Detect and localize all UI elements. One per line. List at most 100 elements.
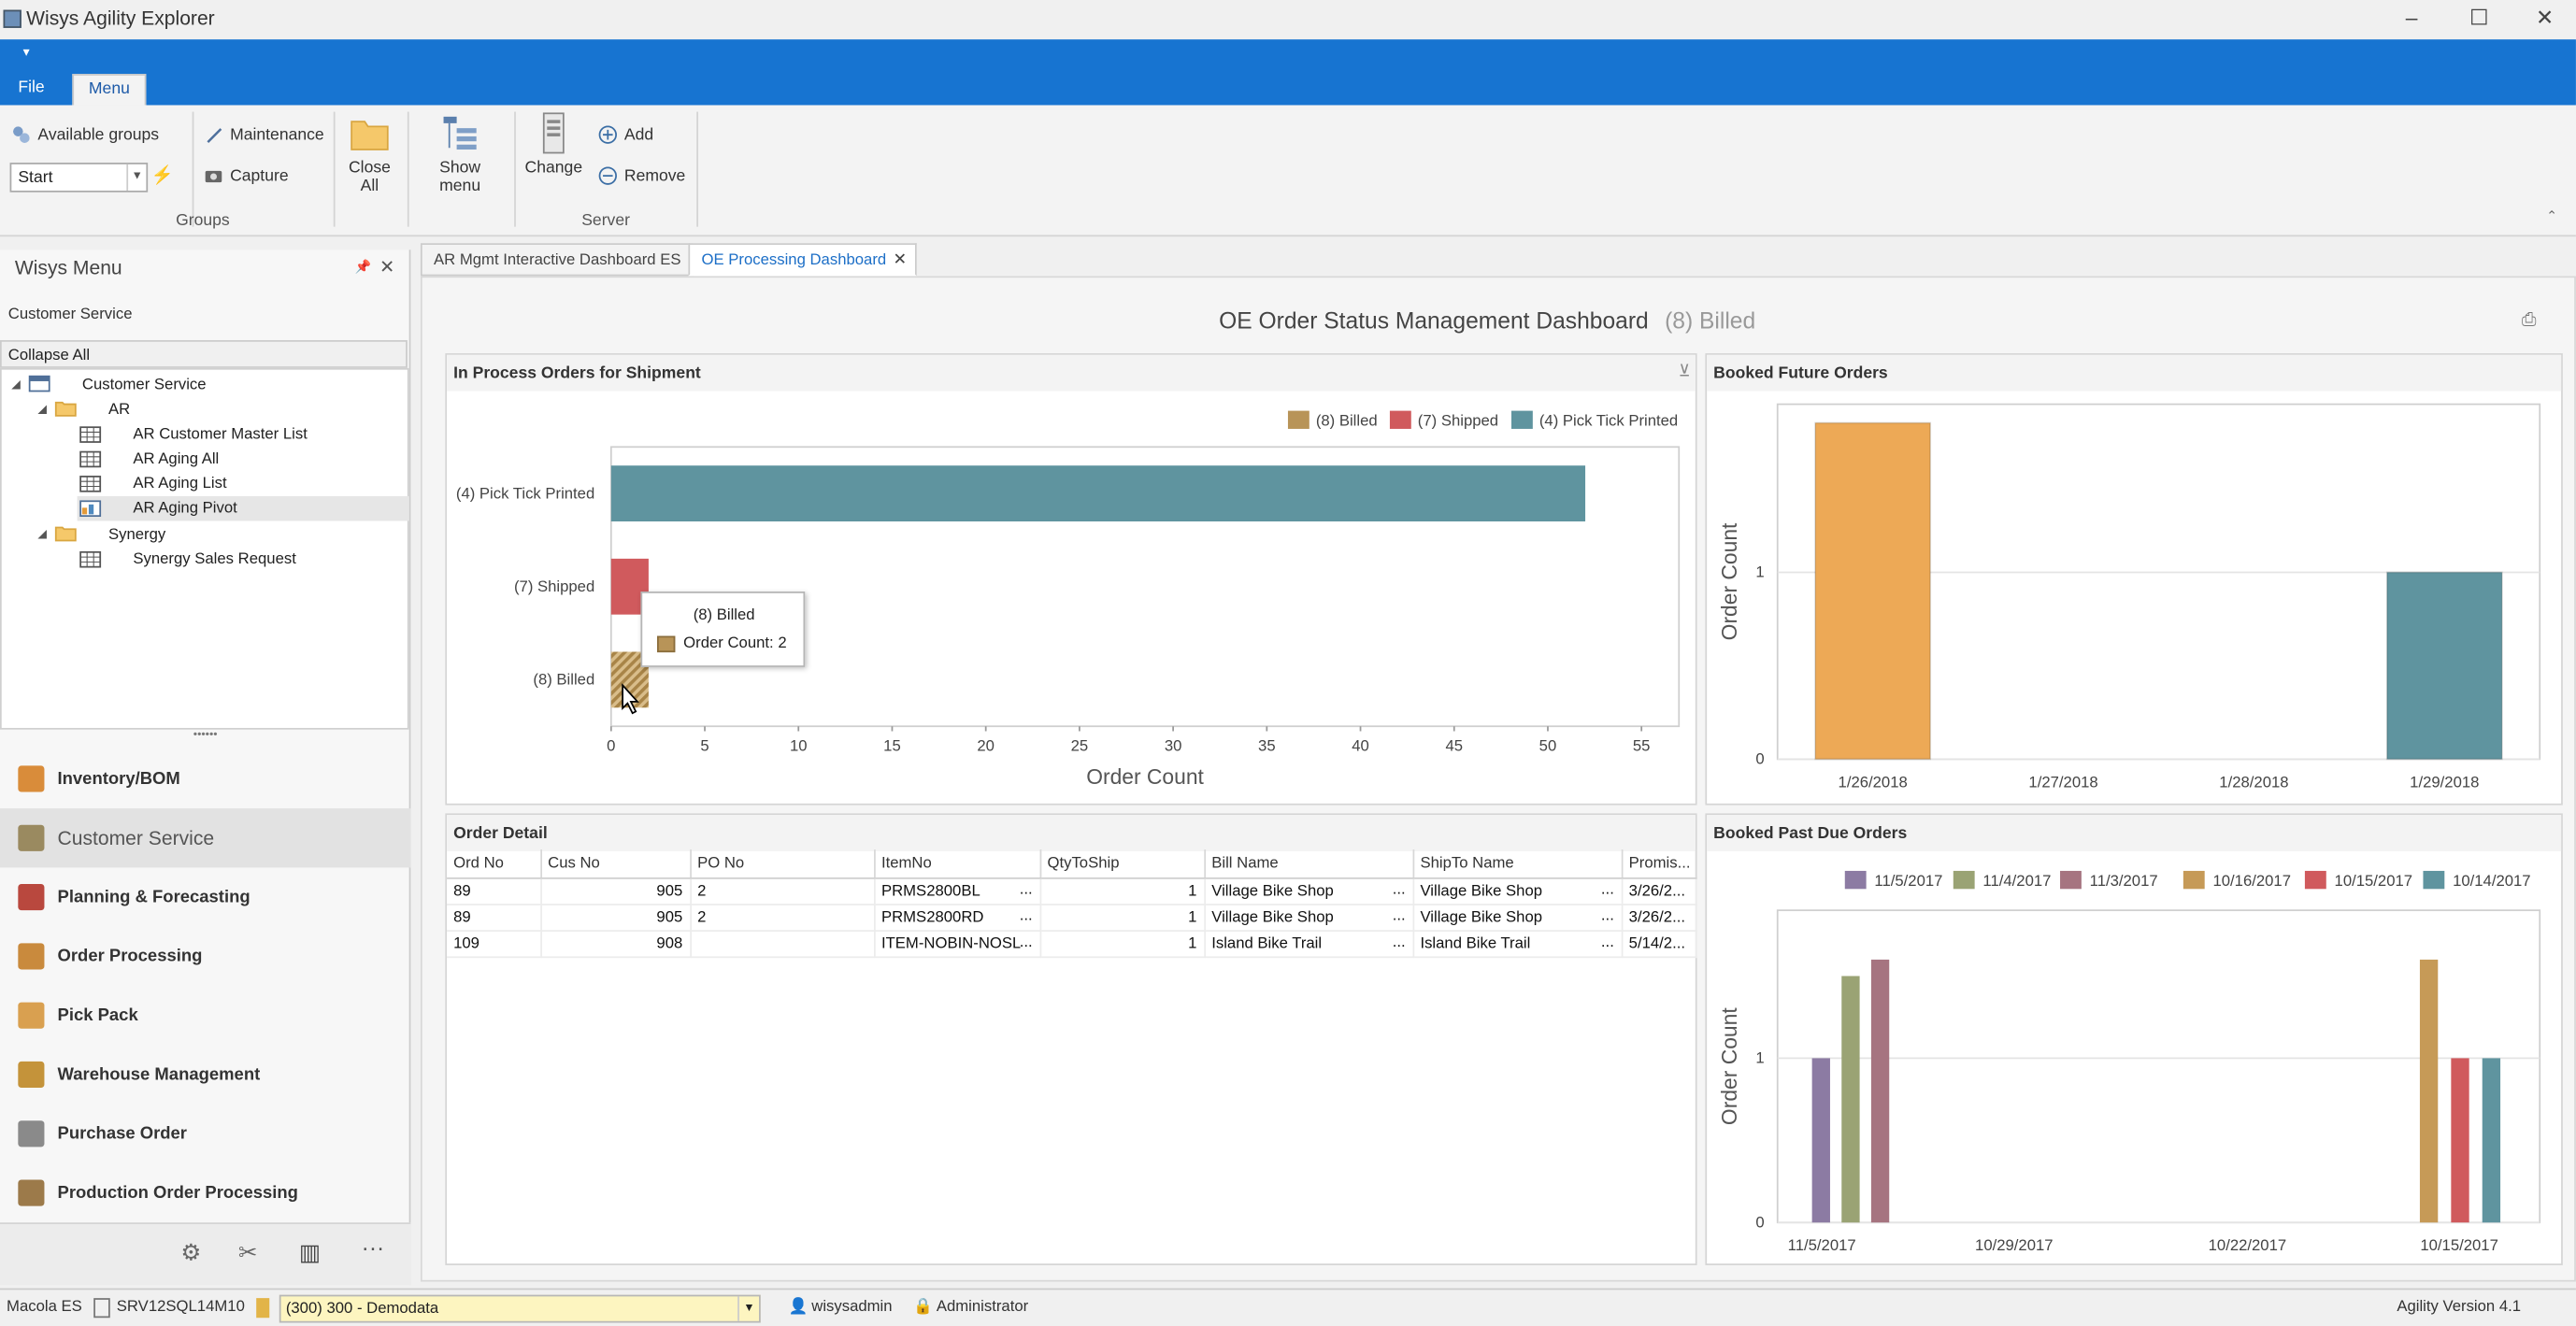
table-cell[interactable]: 905	[540, 877, 692, 905]
table-cell[interactable]: 3/26/2...	[1621, 904, 1696, 932]
maintenance-button[interactable]: Maintenance	[204, 125, 324, 145]
company-selector[interactable]: (300) 300 - Demodata ▼	[279, 1294, 761, 1323]
table-cell[interactable]: Village Bike Shop...	[1412, 877, 1623, 905]
cell-ellipsis-button[interactable]: ...	[1019, 932, 1033, 951]
chevron-down-icon[interactable]: ▼	[126, 164, 146, 191]
cell-ellipsis-button[interactable]: ...	[1019, 879, 1033, 898]
table-cell[interactable]: 109	[447, 930, 542, 958]
chevron-down-icon[interactable]: ▼	[737, 1296, 759, 1321]
table-cell[interactable]: ITEM-NOBIN-NOSL...	[874, 930, 1041, 958]
tree-item-ar-aging-list[interactable]: AR Aging List	[133, 475, 227, 493]
tools-icon[interactable]: ✂	[237, 1238, 258, 1265]
table-row[interactable]: 109 908 ITEM-NOBIN-NOSL... 1 Island Bike Tra…	[447, 930, 1696, 958]
tab-menu[interactable]: Menu	[72, 74, 147, 106]
nav-warehouse-management[interactable]: Warehouse Management	[0, 1045, 410, 1104]
cell-ellipsis-button[interactable]: ...	[1600, 879, 1614, 898]
table-cell[interactable]: PRMS2800BL...	[874, 877, 1041, 905]
cell-ellipsis-button[interactable]: ...	[1600, 932, 1614, 951]
table-cell[interactable]: PRMS2800RD...	[874, 904, 1041, 932]
change-server-button[interactable]: Change	[522, 112, 585, 178]
column-header[interactable]: ShipTo Name	[1412, 849, 1623, 878]
expander-icon[interactable]: ◢	[37, 529, 47, 541]
nav-customer-service[interactable]: Customer Service	[0, 808, 411, 868]
gear-icon[interactable]: ⚙	[180, 1238, 202, 1265]
table-cell[interactable]: 1	[1039, 930, 1206, 958]
expander-icon[interactable]: ◢	[37, 404, 47, 416]
tab-oe-processing-dashboard[interactable]: OE Processing Dashboard ✕	[688, 243, 917, 277]
table-row[interactable]: 89 905 2 PRMS2800BL... 1 Village Bike Shop...…	[447, 877, 1696, 905]
expander-icon[interactable]: ◢	[11, 379, 21, 392]
column-header[interactable]: PO No	[690, 849, 875, 878]
show-menu-button[interactable]: Show menu	[417, 112, 502, 195]
add-server-button[interactable]: Add	[598, 125, 653, 145]
nav-order-processing[interactable]: Order Processing	[0, 927, 410, 986]
column-header[interactable]: QtyToShip	[1039, 849, 1206, 878]
table-cell[interactable]: 89	[447, 904, 542, 932]
tree-item-ar-aging-all[interactable]: AR Aging All	[133, 449, 220, 469]
nav-inventory-bom[interactable]: Inventory/BOM	[0, 749, 410, 808]
cell-ellipsis-button[interactable]: ...	[1600, 905, 1614, 925]
cell-ellipsis-button[interactable]: ...	[1019, 905, 1033, 925]
table-row[interactable]: 89 905 2 PRMS2800RD... 1 Village Bike Shop...…	[447, 904, 1696, 932]
export-icon[interactable]: ⎙	[2521, 310, 2537, 331]
lightning-icon[interactable]: ⚡	[150, 165, 174, 186]
table-cell[interactable]: 1	[1039, 877, 1206, 905]
nav-purchase-order[interactable]: Purchase Order	[0, 1105, 410, 1163]
nav-planning-forecasting[interactable]: Planning & Forecasting	[0, 867, 410, 926]
capture-button[interactable]: Capture	[204, 166, 289, 186]
table-cell[interactable]: Village Bike Shop...	[1204, 877, 1414, 905]
table-cell[interactable]: Village Bike Shop...	[1412, 904, 1623, 932]
booked-past-due-chart[interactable]: 11/5/2017 11/4/2017 11/3/2017 10/16/2017 10/…	[1707, 851, 2564, 1262]
table-cell[interactable]: Island Bike Trail...	[1204, 930, 1414, 958]
start-combo[interactable]: Start ▼	[9, 163, 149, 192]
cell-ellipsis-button[interactable]: ...	[1392, 879, 1406, 898]
table-cell[interactable]: Island Bike Trail...	[1412, 930, 1623, 958]
cell-ellipsis-button[interactable]: ...	[1392, 905, 1406, 925]
table-cell[interactable]	[690, 930, 875, 958]
barcode-icon[interactable]: ▥	[298, 1238, 322, 1265]
quick-access-toolbar[interactable]: ▾	[22, 44, 30, 60]
close-tab-icon[interactable]: ✕	[893, 251, 908, 270]
tree-item-ar[interactable]: AR	[108, 401, 131, 420]
column-header[interactable]: Promis...	[1621, 849, 1696, 878]
nav-pick-pack[interactable]: Pick Pack	[0, 986, 410, 1045]
close-panel-icon[interactable]: ✕	[379, 258, 395, 278]
tab-ar-mgmt-dashboard[interactable]: AR Mgmt Interactive Dashboard ES	[420, 243, 694, 277]
more-icon[interactable]: ···	[361, 1233, 385, 1261]
tree-item-ar-customer-master-list[interactable]: AR Customer Master List	[133, 425, 308, 444]
collapse-ribbon-icon[interactable]: ⌃	[2546, 208, 2558, 224]
tab-file[interactable]: File	[18, 78, 45, 97]
column-header[interactable]: ItemNo	[874, 849, 1041, 878]
tree-item-customer-service[interactable]: Customer Service	[81, 376, 207, 395]
table-cell[interactable]: 3/26/2...	[1621, 877, 1696, 905]
nav-production-order-processing[interactable]: Production Order Processing	[0, 1163, 410, 1222]
tree-item-ar-aging-pivot[interactable]: AR Aging Pivot	[133, 499, 237, 518]
in-process-chart[interactable]: (8) Billed (7) Shipped (4) Pick Tick Print…	[447, 391, 1698, 802]
close-window-button[interactable]: ✕	[2535, 5, 2555, 30]
splitter-grip[interactable]: ••••••	[193, 729, 218, 742]
tree-item-synergy[interactable]: Synergy	[108, 525, 166, 545]
available-groups-button[interactable]: Available groups	[11, 125, 159, 145]
column-header[interactable]: Bill Name	[1204, 849, 1414, 878]
column-header[interactable]: Ord No	[447, 849, 542, 878]
table-cell[interactable]: 2	[690, 877, 875, 905]
column-header[interactable]: Cus No	[540, 849, 692, 878]
remove-server-button[interactable]: Remove	[598, 166, 685, 186]
booked-future-chart[interactable]: 0 1 Order Count 1/26/2018 1/27/2018 1/28/2018…	[1707, 391, 2564, 802]
table-cell[interactable]: 2	[690, 904, 875, 932]
table-cell[interactable]: 5/14/2...	[1621, 930, 1696, 958]
minimize-button[interactable]: –	[2405, 5, 2418, 30]
pin-icon[interactable]: 📌	[354, 259, 372, 275]
table-cell[interactable]: 908	[540, 930, 692, 958]
table-cell[interactable]: 1	[1039, 904, 1206, 932]
table-cell[interactable]: 905	[540, 904, 692, 932]
tree-item-synergy-sales-request[interactable]: Synergy Sales Request	[133, 550, 296, 569]
collapse-all-button[interactable]: Collapse All	[0, 339, 408, 368]
cell-ellipsis-button[interactable]: ...	[1392, 932, 1406, 951]
close-all-button[interactable]: Close All	[345, 112, 394, 195]
order-detail-grid[interactable]: Ord No Cus No PO No ItemNo QtyToShip Bill Nam…	[447, 849, 1696, 958]
maximize-button[interactable]: ☐	[2469, 5, 2489, 30]
table-cell[interactable]: 89	[447, 877, 542, 905]
table-cell[interactable]: Village Bike Shop...	[1204, 904, 1414, 932]
clear-filter-icon[interactable]: ⊻	[1678, 363, 1691, 381]
